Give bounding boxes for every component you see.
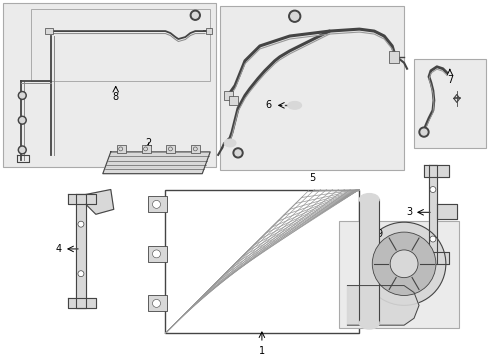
Circle shape <box>18 91 26 99</box>
Circle shape <box>430 186 436 193</box>
Text: 6: 6 <box>266 100 272 111</box>
Polygon shape <box>103 152 210 174</box>
Bar <box>224 91 233 100</box>
Bar <box>414 59 486 148</box>
Circle shape <box>390 250 418 278</box>
Polygon shape <box>347 285 419 325</box>
Bar <box>206 28 212 34</box>
Text: 7: 7 <box>447 75 453 85</box>
Circle shape <box>430 236 436 242</box>
Bar <box>389 51 399 63</box>
Bar <box>117 145 125 153</box>
Bar <box>340 221 459 328</box>
Text: 9: 9 <box>376 229 382 239</box>
Bar <box>191 145 200 153</box>
Circle shape <box>78 221 84 227</box>
Bar <box>220 6 404 170</box>
Circle shape <box>152 250 161 258</box>
Circle shape <box>18 116 26 124</box>
Circle shape <box>235 150 241 156</box>
Circle shape <box>419 127 429 137</box>
Circle shape <box>20 118 25 123</box>
Circle shape <box>190 10 200 20</box>
Polygon shape <box>86 189 114 214</box>
Ellipse shape <box>288 102 302 109</box>
Polygon shape <box>76 194 86 309</box>
Bar <box>229 96 238 105</box>
Bar <box>166 189 359 333</box>
Polygon shape <box>68 298 96 309</box>
Circle shape <box>291 12 299 20</box>
Text: 1: 1 <box>259 346 265 356</box>
Circle shape <box>372 232 436 296</box>
Circle shape <box>192 12 198 18</box>
Bar <box>142 145 150 153</box>
Bar <box>147 296 168 311</box>
Text: 4: 4 <box>56 244 62 254</box>
Circle shape <box>233 148 243 158</box>
Polygon shape <box>424 165 449 177</box>
Bar <box>147 246 168 262</box>
Bar <box>167 145 175 153</box>
Circle shape <box>18 146 26 154</box>
Bar <box>45 28 53 34</box>
Polygon shape <box>68 194 96 204</box>
Text: 5: 5 <box>310 173 316 183</box>
Text: 10: 10 <box>358 315 370 325</box>
Ellipse shape <box>359 317 379 329</box>
Ellipse shape <box>359 193 379 205</box>
Circle shape <box>78 271 84 276</box>
Circle shape <box>152 300 161 307</box>
Polygon shape <box>424 252 449 264</box>
Text: 2: 2 <box>146 138 152 148</box>
Circle shape <box>289 10 301 22</box>
Ellipse shape <box>224 139 236 147</box>
Circle shape <box>20 93 25 98</box>
Polygon shape <box>437 204 457 219</box>
Bar <box>31 9 210 81</box>
Circle shape <box>362 222 446 305</box>
Polygon shape <box>429 165 437 264</box>
Bar <box>147 197 168 212</box>
Text: 3: 3 <box>406 207 412 217</box>
Circle shape <box>20 148 25 152</box>
Bar <box>359 199 379 323</box>
Text: 8: 8 <box>113 93 119 103</box>
Bar <box>3 3 216 167</box>
Circle shape <box>421 129 427 135</box>
Circle shape <box>152 201 161 208</box>
